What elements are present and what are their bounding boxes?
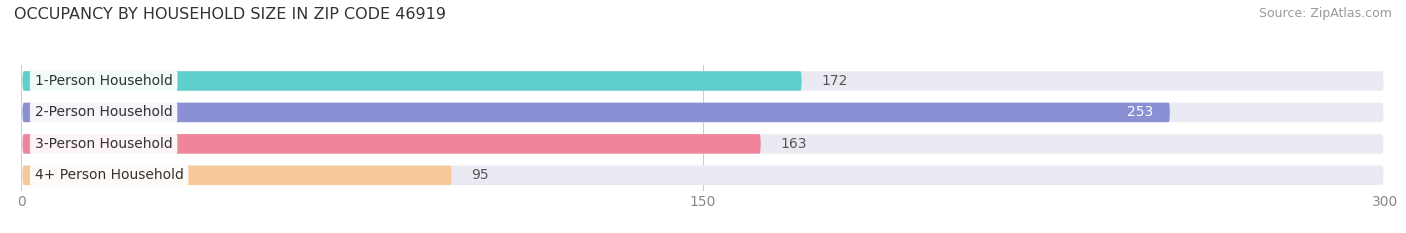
- FancyBboxPatch shape: [22, 134, 1384, 154]
- Text: 1-Person Household: 1-Person Household: [35, 74, 173, 88]
- Text: Source: ZipAtlas.com: Source: ZipAtlas.com: [1258, 7, 1392, 20]
- Text: 172: 172: [821, 74, 848, 88]
- Text: 163: 163: [780, 137, 807, 151]
- FancyBboxPatch shape: [22, 166, 451, 185]
- FancyBboxPatch shape: [22, 166, 1384, 185]
- FancyBboxPatch shape: [22, 71, 1384, 91]
- Text: OCCUPANCY BY HOUSEHOLD SIZE IN ZIP CODE 46919: OCCUPANCY BY HOUSEHOLD SIZE IN ZIP CODE …: [14, 7, 446, 22]
- Text: 253: 253: [1126, 105, 1153, 120]
- FancyBboxPatch shape: [22, 103, 1170, 122]
- Text: 3-Person Household: 3-Person Household: [35, 137, 173, 151]
- FancyBboxPatch shape: [22, 134, 761, 154]
- Text: 4+ Person Household: 4+ Person Household: [35, 168, 184, 182]
- Text: 95: 95: [471, 168, 489, 182]
- FancyBboxPatch shape: [22, 103, 1384, 122]
- Text: 2-Person Household: 2-Person Household: [35, 105, 173, 120]
- FancyBboxPatch shape: [22, 71, 801, 91]
